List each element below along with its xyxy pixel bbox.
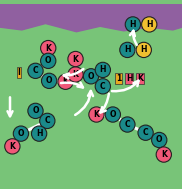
Circle shape — [152, 132, 167, 148]
Circle shape — [68, 51, 83, 67]
Circle shape — [28, 63, 43, 78]
Text: O: O — [110, 110, 116, 119]
Text: O: O — [45, 56, 52, 65]
Text: K: K — [63, 77, 68, 86]
Text: O: O — [46, 76, 52, 85]
Text: K: K — [9, 142, 15, 151]
Circle shape — [105, 107, 120, 122]
Circle shape — [125, 17, 141, 32]
Text: H: H — [141, 45, 147, 54]
Circle shape — [5, 139, 20, 154]
Circle shape — [138, 125, 153, 140]
Text: O: O — [32, 106, 39, 115]
Circle shape — [41, 73, 57, 88]
Text: C: C — [100, 82, 106, 91]
Text: K: K — [161, 150, 167, 159]
Circle shape — [95, 79, 110, 94]
Text: K: K — [94, 110, 99, 119]
Text: C: C — [33, 66, 38, 75]
Text: I: I — [18, 68, 21, 77]
Circle shape — [68, 67, 83, 82]
Circle shape — [28, 103, 43, 119]
Text: K: K — [137, 74, 143, 83]
Text: O: O — [156, 136, 163, 145]
Circle shape — [120, 117, 135, 132]
Circle shape — [95, 62, 110, 77]
Circle shape — [142, 17, 157, 32]
Circle shape — [89, 107, 104, 122]
Text: C: C — [125, 120, 130, 129]
Text: H: H — [130, 20, 136, 29]
Text: H: H — [126, 74, 132, 83]
Text: H: H — [124, 45, 131, 54]
Circle shape — [120, 42, 135, 58]
Circle shape — [41, 53, 56, 68]
Circle shape — [13, 126, 29, 141]
Circle shape — [31, 126, 47, 141]
Circle shape — [136, 42, 151, 58]
Text: 1: 1 — [116, 74, 121, 83]
Text: K: K — [45, 44, 51, 53]
Circle shape — [40, 113, 55, 129]
Text: O: O — [88, 72, 94, 81]
Text: C: C — [143, 128, 148, 137]
Circle shape — [58, 74, 73, 89]
Text: K: K — [73, 70, 78, 79]
Text: O: O — [18, 129, 24, 138]
Text: H: H — [36, 129, 42, 138]
Circle shape — [41, 40, 56, 56]
Text: H: H — [100, 65, 106, 74]
Circle shape — [156, 147, 171, 162]
Polygon shape — [0, 4, 182, 32]
Text: C: C — [45, 116, 50, 125]
Circle shape — [83, 69, 99, 84]
Text: K: K — [73, 54, 78, 64]
Text: H: H — [146, 20, 153, 29]
